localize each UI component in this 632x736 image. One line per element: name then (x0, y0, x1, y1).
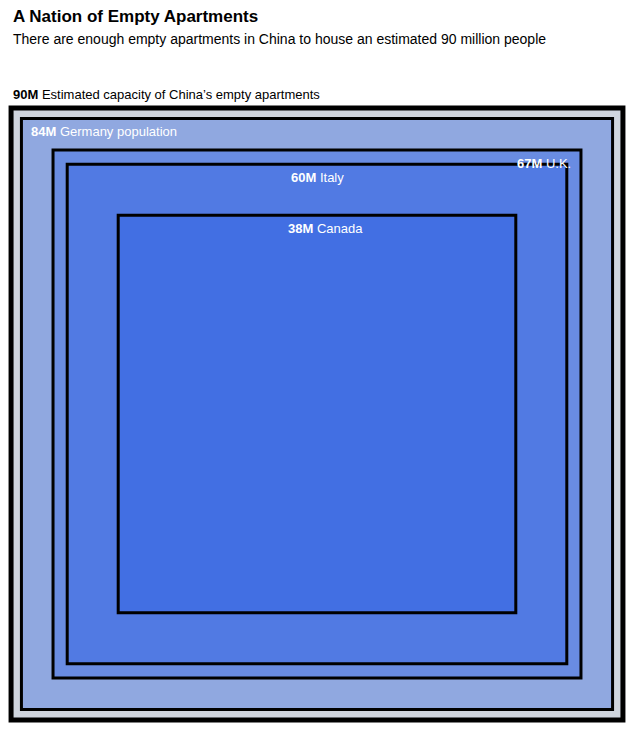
svg-text:38M Canada: 38M Canada (288, 221, 363, 236)
svg-text:90M Estimated capacity of Chin: 90M Estimated capacity of China’s empty … (13, 87, 320, 102)
svg-text:60M Italy: 60M Italy (291, 170, 344, 185)
svg-text:67M U.K.: 67M U.K. (517, 156, 571, 171)
svg-text:A Nation of Empty ApartmentsTh: A Nation of Empty ApartmentsThere are en… (13, 7, 546, 47)
svg-text:84M Germany population: 84M Germany population (31, 124, 177, 139)
